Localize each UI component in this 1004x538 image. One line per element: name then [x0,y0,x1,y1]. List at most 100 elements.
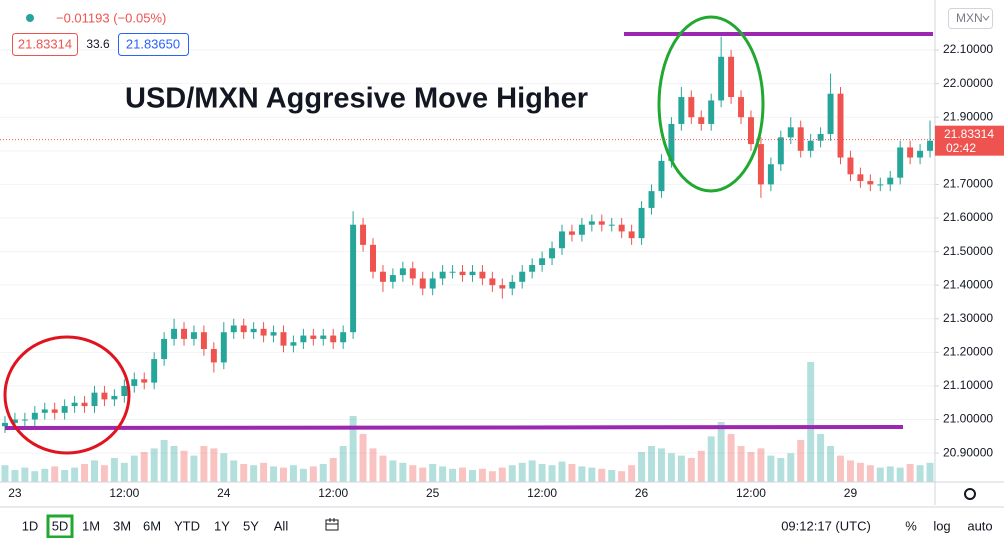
range-button[interactable]: 5Y [243,518,259,533]
candle-body [797,127,804,151]
volume-bar [150,448,158,482]
volume-bar [270,466,278,482]
volume-bar [478,468,486,482]
volume-bar [41,468,49,482]
volume-bar [210,448,218,482]
x-tick-label: 25 [426,486,440,500]
volume-bar [459,467,467,482]
volume-bar [240,464,248,482]
candle-body [568,231,575,235]
candle-body [509,281,516,289]
highlight-circle-red [3,335,131,455]
y-tick-label: 21.20000 [943,345,993,359]
y-tick-label: 21.50000 [943,244,993,258]
volume-bar [280,467,287,482]
range-button[interactable]: All [274,518,289,533]
y-tick-label: 22.00000 [943,76,993,90]
range-button[interactable]: 3M [113,518,131,533]
candle-body [31,412,38,420]
candle-body [678,97,685,124]
volume-bar [717,422,725,482]
percent-toggle[interactable]: % [905,518,917,533]
candle-body [151,359,158,383]
volume-bar [110,458,118,482]
bid-box[interactable] [12,33,78,56]
range-button[interactable]: 6M [143,518,161,533]
volume-bar [767,455,775,482]
volume-bar [648,446,655,482]
volume-bar [608,470,616,482]
candle-body [200,332,207,349]
volume-bar [21,467,29,482]
volume-bar [399,462,407,482]
volume-bar [11,470,19,482]
candle-body [917,150,924,158]
volume-bar [289,465,297,482]
candle-body [857,174,864,182]
last-price-label: 21.83314 [944,127,994,141]
candle-body [409,268,416,279]
volume-bar [120,462,128,482]
volume-bar [827,446,835,482]
volume-bar [817,434,825,482]
currency-badge[interactable] [948,8,993,29]
x-tick-label: 24 [217,486,231,500]
settings-icon[interactable] [964,488,976,500]
volume-bar [846,460,854,482]
candle-body [439,271,446,279]
range-selected [46,514,74,538]
volume-bar [488,471,496,482]
candle-body [907,147,914,158]
volume-bar [667,453,675,482]
bid-price: 21.83314 [18,36,72,51]
candle-body [877,184,884,186]
volume-bar [707,436,715,482]
volume-bar [757,448,765,482]
volume-bar [916,465,924,482]
volume-bar [71,467,79,482]
candle-body [638,207,645,239]
log-toggle[interactable]: log [933,518,950,533]
plot-area [0,36,935,482]
volume-bar [866,465,874,482]
volume-bar [588,467,596,482]
volume-bar [777,458,785,482]
candle-body [300,335,307,343]
volume-bar [160,440,168,482]
range-button[interactable]: YTD [174,518,200,533]
candle-body [648,191,655,208]
volume-bar [837,455,844,482]
range-button[interactable]: 5D [52,518,69,533]
candle-body [767,164,774,185]
volume-bar [190,455,198,482]
candle-body [101,392,108,400]
volume-bar [628,465,636,482]
candle-body [927,140,934,151]
volume-bar [787,453,795,482]
volume-bar [807,362,815,482]
candle-body [250,328,257,333]
ask-box[interactable] [118,33,189,56]
candle-body [519,271,526,282]
candle-body [658,160,665,192]
range-button[interactable]: 1D [22,518,39,533]
candle-body [777,137,784,165]
candle-body [807,140,814,151]
x-tick-label: 23 [8,486,22,500]
candle-body [61,406,68,413]
volume-bar [737,446,745,482]
candle-body [668,123,675,161]
volume-bar [419,467,427,482]
volume-bar [100,465,108,482]
candle-body [21,419,28,421]
candle-body [539,258,546,266]
candle-body [529,265,536,272]
candle-body [588,221,595,225]
range-button[interactable]: 1Y [214,518,230,533]
range-button[interactable]: 1M [82,518,100,533]
date-range-icon[interactable] [325,518,339,531]
volume-bar [548,465,556,482]
volume-bar [299,468,307,482]
auto-toggle[interactable]: auto [967,518,992,533]
